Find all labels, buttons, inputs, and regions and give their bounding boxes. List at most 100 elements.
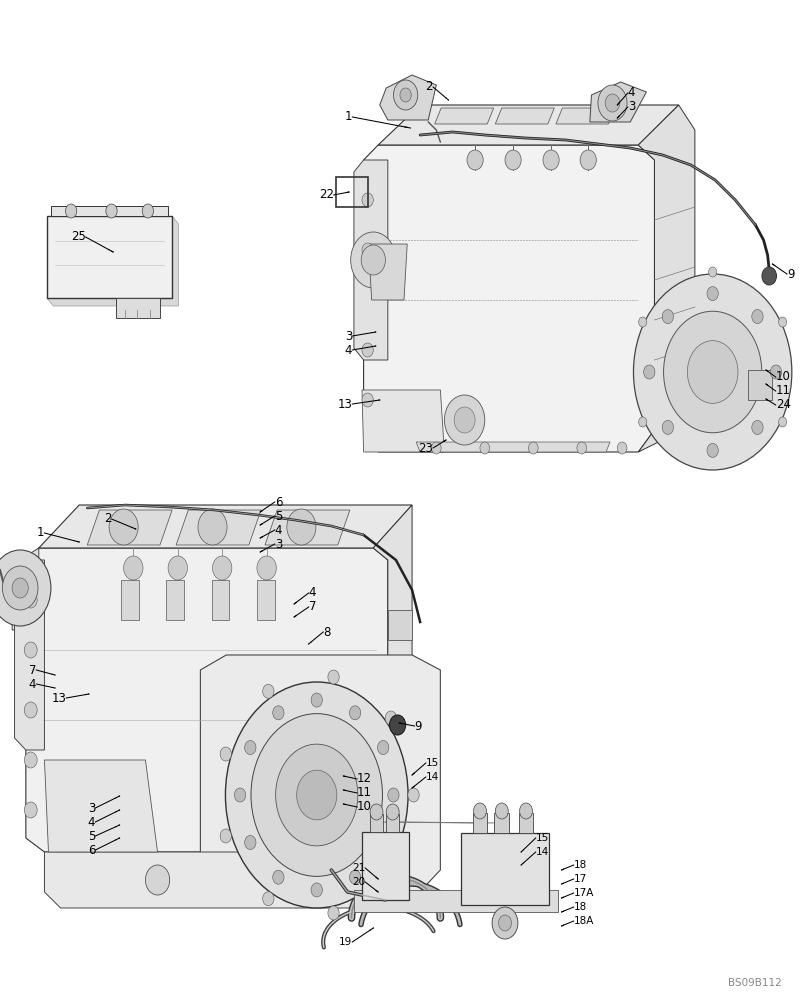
Circle shape bbox=[605, 94, 620, 112]
Polygon shape bbox=[380, 75, 436, 120]
Circle shape bbox=[273, 706, 284, 720]
Circle shape bbox=[400, 88, 411, 102]
Circle shape bbox=[492, 907, 518, 939]
Bar bbox=[47, 216, 172, 298]
Polygon shape bbox=[15, 560, 44, 750]
Text: 13: 13 bbox=[52, 692, 66, 704]
Circle shape bbox=[351, 232, 396, 288]
Circle shape bbox=[124, 556, 143, 580]
Circle shape bbox=[663, 420, 674, 434]
Bar bbox=[473, 813, 487, 833]
Polygon shape bbox=[748, 370, 772, 400]
Polygon shape bbox=[373, 505, 412, 852]
Polygon shape bbox=[364, 145, 654, 452]
Bar bbox=[370, 814, 383, 832]
Text: 4: 4 bbox=[29, 678, 36, 690]
Bar bbox=[212, 580, 229, 620]
Polygon shape bbox=[378, 105, 679, 145]
Circle shape bbox=[106, 204, 117, 218]
Polygon shape bbox=[200, 655, 440, 900]
Circle shape bbox=[707, 287, 718, 301]
Text: 13: 13 bbox=[338, 397, 352, 410]
Text: 3: 3 bbox=[345, 330, 352, 342]
Circle shape bbox=[220, 747, 231, 761]
Circle shape bbox=[220, 829, 231, 843]
Circle shape bbox=[65, 204, 77, 218]
Polygon shape bbox=[435, 108, 494, 124]
Polygon shape bbox=[12, 548, 39, 630]
Circle shape bbox=[707, 443, 718, 457]
Text: 9: 9 bbox=[415, 720, 422, 732]
Text: 9: 9 bbox=[787, 267, 794, 280]
Circle shape bbox=[444, 395, 485, 445]
Text: 3: 3 bbox=[88, 802, 95, 814]
Circle shape bbox=[349, 706, 360, 720]
Polygon shape bbox=[590, 82, 646, 122]
Text: 7: 7 bbox=[309, 600, 316, 613]
Polygon shape bbox=[26, 548, 388, 852]
Circle shape bbox=[505, 150, 521, 170]
Text: 6: 6 bbox=[275, 495, 282, 508]
Circle shape bbox=[473, 803, 486, 819]
Circle shape bbox=[297, 770, 337, 820]
Text: 2: 2 bbox=[104, 512, 112, 526]
Circle shape bbox=[480, 442, 490, 454]
Circle shape bbox=[311, 883, 322, 897]
Text: 25: 25 bbox=[71, 231, 86, 243]
Circle shape bbox=[779, 417, 787, 427]
Text: 1: 1 bbox=[345, 110, 352, 123]
Circle shape bbox=[276, 744, 358, 846]
Bar bbox=[336, 177, 368, 207]
Text: 7: 7 bbox=[29, 664, 36, 676]
Polygon shape bbox=[388, 610, 412, 640]
Circle shape bbox=[762, 267, 776, 285]
Circle shape bbox=[454, 407, 475, 433]
Polygon shape bbox=[368, 244, 407, 300]
Text: 18: 18 bbox=[574, 860, 587, 870]
Circle shape bbox=[770, 365, 781, 379]
Polygon shape bbox=[44, 760, 158, 852]
Bar bbox=[121, 580, 139, 620]
Polygon shape bbox=[354, 890, 558, 912]
Circle shape bbox=[245, 741, 256, 755]
Circle shape bbox=[377, 835, 389, 849]
Text: 24: 24 bbox=[776, 398, 791, 412]
Text: 2: 2 bbox=[426, 81, 433, 94]
Circle shape bbox=[362, 243, 373, 257]
Circle shape bbox=[361, 245, 385, 275]
Polygon shape bbox=[87, 510, 172, 545]
Circle shape bbox=[644, 365, 655, 379]
Text: 23: 23 bbox=[419, 442, 433, 454]
Circle shape bbox=[225, 682, 408, 908]
Text: 4: 4 bbox=[345, 344, 352, 357]
Circle shape bbox=[528, 442, 538, 454]
Circle shape bbox=[543, 150, 559, 170]
Circle shape bbox=[24, 802, 37, 818]
Circle shape bbox=[263, 684, 274, 698]
Polygon shape bbox=[176, 510, 261, 545]
Bar bbox=[494, 813, 509, 833]
Circle shape bbox=[142, 204, 154, 218]
Text: 4: 4 bbox=[275, 524, 282, 536]
Circle shape bbox=[709, 267, 717, 277]
Circle shape bbox=[638, 417, 646, 427]
Circle shape bbox=[467, 150, 483, 170]
Circle shape bbox=[370, 804, 383, 820]
Circle shape bbox=[389, 715, 406, 735]
Text: 15: 15 bbox=[536, 833, 549, 843]
Circle shape bbox=[386, 804, 399, 820]
Text: 12: 12 bbox=[357, 772, 372, 786]
Text: 17A: 17A bbox=[574, 888, 594, 898]
Circle shape bbox=[431, 442, 441, 454]
Circle shape bbox=[688, 341, 738, 403]
Circle shape bbox=[287, 509, 316, 545]
Text: 1: 1 bbox=[37, 526, 44, 540]
Circle shape bbox=[234, 788, 246, 802]
Circle shape bbox=[520, 803, 532, 819]
Polygon shape bbox=[39, 505, 412, 548]
Text: 11: 11 bbox=[776, 384, 791, 397]
Circle shape bbox=[638, 317, 646, 327]
Circle shape bbox=[663, 311, 762, 433]
Circle shape bbox=[598, 85, 627, 121]
Bar bbox=[362, 832, 409, 900]
